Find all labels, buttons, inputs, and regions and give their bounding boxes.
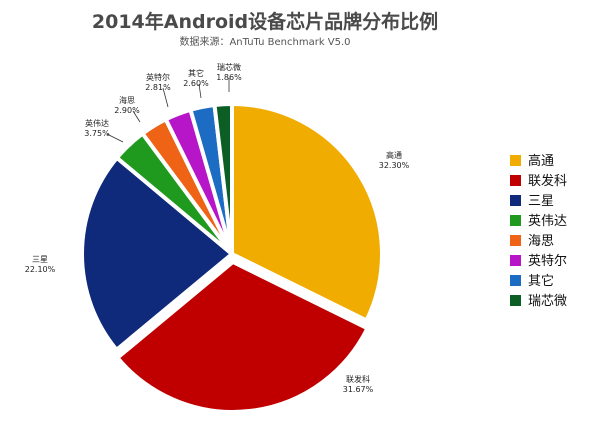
legend-label: 三星: [528, 194, 554, 209]
legend-label: 高通: [528, 153, 554, 169]
legend-swatch: [510, 155, 521, 166]
slice-value-label: 2.60%: [183, 79, 209, 88]
leader-line-6: [162, 87, 169, 108]
legend-label: 英伟达: [528, 214, 567, 229]
slice-name-label: 英伟达: [85, 118, 109, 128]
pie-slice-1: [230, 102, 384, 323]
slice-value-label: 31.67%: [343, 385, 374, 394]
slice-value-label: 32.30%: [379, 161, 410, 170]
leader-line-7: [198, 83, 202, 99]
slice-value-label: 2.81%: [145, 83, 171, 92]
slice-name-label: 英特尔: [146, 72, 170, 82]
slice-name-label: 三星: [32, 255, 48, 264]
legend-swatch: [510, 255, 521, 266]
slice-name-label: 其它: [188, 68, 204, 78]
slice-name-label: 联发科: [346, 374, 370, 384]
leader-line-5: [132, 110, 141, 123]
slice-name-label: 海思: [119, 95, 135, 105]
slice-name-label: 瑞芯微: [217, 62, 241, 72]
legend-label: 联发科: [528, 173, 567, 189]
pie-slice-3: [80, 155, 234, 352]
legend-swatch: [510, 275, 521, 286]
chart-title: 2014年Android设备芯片品牌分布比例: [92, 10, 438, 33]
legend-label: 瑞芯微: [528, 294, 567, 309]
slice-value-label: 2.90%: [114, 106, 140, 115]
legend-label: 海思: [528, 234, 554, 249]
slice-value-label: 3.75%: [84, 129, 110, 138]
chart-subtitle: 数据来源：AnTuTu Benchmark V5.0: [179, 35, 350, 48]
legend-label: 英特尔: [528, 254, 567, 269]
pie-slice-8: [212, 102, 234, 256]
slice-name-label: 高通: [386, 150, 402, 160]
legend-swatch: [510, 295, 521, 306]
legend-swatch: [510, 235, 521, 246]
leader-line-4: [106, 133, 124, 143]
legend-label: 其它: [528, 273, 554, 289]
pie-slices: [80, 102, 384, 414]
slice-value-label: 22.10%: [25, 265, 56, 274]
legend-swatch: [510, 175, 521, 186]
slice-value-label: 1.86%: [216, 73, 242, 82]
legend-swatch: [510, 215, 521, 226]
pie-slice-2: [115, 259, 370, 414]
legend-swatch: [510, 195, 521, 206]
